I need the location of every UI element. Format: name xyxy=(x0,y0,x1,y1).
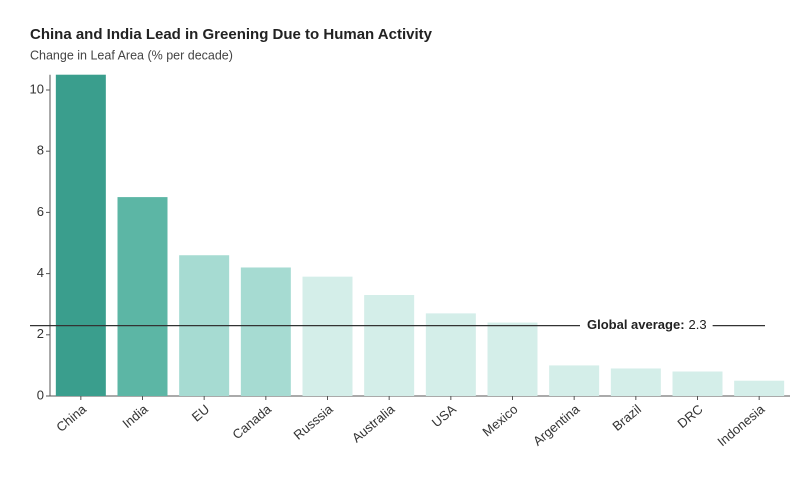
x-tick-label: Russsia xyxy=(291,401,337,443)
x-tick-label: Indonesia xyxy=(714,401,767,449)
y-tick-label: 10 xyxy=(30,81,44,96)
bar xyxy=(734,380,785,396)
bar xyxy=(117,197,168,396)
bar xyxy=(364,295,415,396)
x-tick-label: EU xyxy=(189,401,212,424)
bar xyxy=(425,313,476,396)
bar xyxy=(610,368,661,396)
x-tick-label: Brazil xyxy=(609,401,644,433)
x-tick-label: Canada xyxy=(229,401,274,442)
x-tick-label: DRC xyxy=(674,401,705,431)
y-tick-label: 0 xyxy=(37,387,44,402)
x-tick-label: India xyxy=(119,401,151,431)
y-tick-label: 4 xyxy=(37,265,44,280)
chart-subtitle: Change in Leaf Area (% per decade) xyxy=(30,48,233,62)
bar xyxy=(55,74,106,396)
bar xyxy=(672,371,723,396)
bar xyxy=(549,365,600,396)
bar xyxy=(487,322,538,396)
global-average-label: Global average: xyxy=(587,317,685,332)
y-tick-label: 2 xyxy=(37,326,44,341)
y-tick-label: 8 xyxy=(37,143,44,158)
bar xyxy=(240,267,291,396)
bar xyxy=(302,276,353,396)
x-tick-label: USA xyxy=(429,401,459,430)
x-tick-label: China xyxy=(53,401,89,435)
x-tick-label: Mexico xyxy=(479,401,520,439)
y-tick-label: 6 xyxy=(37,204,44,219)
x-tick-label: Argentina xyxy=(530,401,583,449)
x-tick-label: Australia xyxy=(349,401,398,445)
chart-title: China and India Lead in Greening Due to … xyxy=(30,26,433,43)
global-average-value: 2.3 xyxy=(689,317,707,332)
